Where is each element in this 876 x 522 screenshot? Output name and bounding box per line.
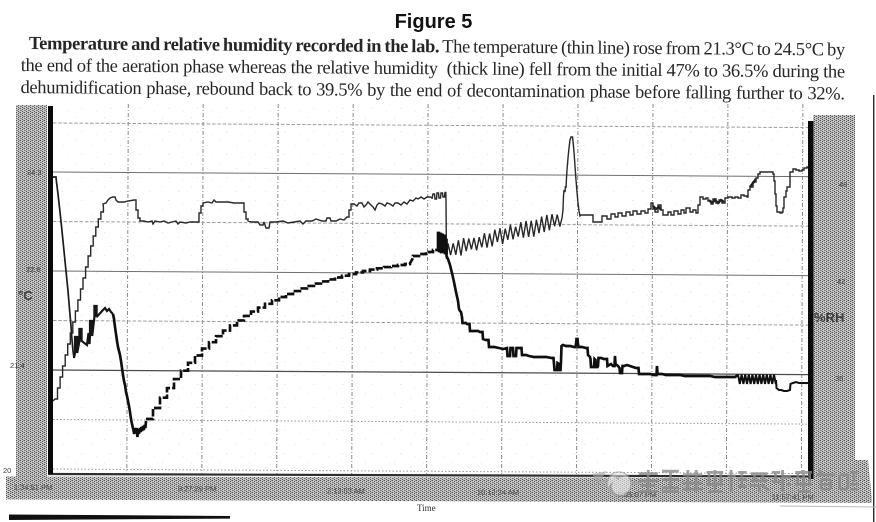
svg-text:21.4: 21.4: [10, 361, 25, 370]
svg-text:5:05:07 PM: 5:05:07 PM: [618, 490, 656, 499]
svg-text:%RH: %RH: [814, 310, 844, 325]
svg-text:22.6: 22.6: [26, 265, 41, 274]
svg-text:24.3: 24.3: [27, 168, 42, 177]
svg-text:°C: °C: [18, 288, 33, 303]
svg-text:11:57:41 PM: 11:57:41 PM: [772, 492, 814, 501]
svg-text:20: 20: [3, 466, 11, 475]
svg-text:Time: Time: [417, 503, 436, 513]
svg-text:36: 36: [835, 374, 843, 383]
svg-text:1:34:51 PM: 1:34:51 PM: [14, 483, 52, 492]
svg-text:9:27:29 PM: 9:27:29 PM: [178, 484, 216, 493]
svg-text:42: 42: [837, 277, 845, 286]
svg-text:48: 48: [839, 180, 847, 189]
svg-text:10:12:34 AM: 10:12:34 AM: [477, 488, 519, 497]
svg-text:2:13:03 AM: 2:13:03 AM: [327, 486, 365, 495]
